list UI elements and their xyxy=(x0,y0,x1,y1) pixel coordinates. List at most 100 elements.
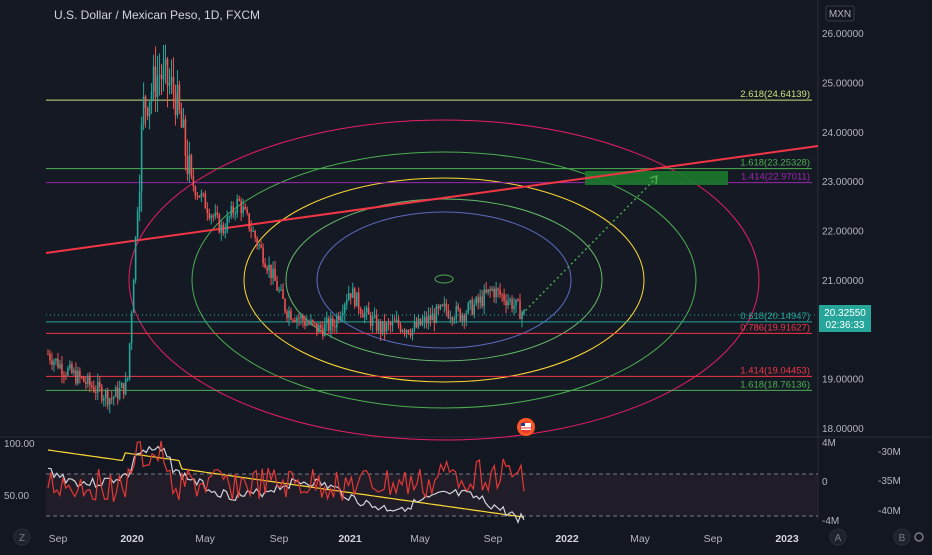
b-button[interactable] xyxy=(893,528,911,546)
candle-body xyxy=(220,224,223,233)
candle-body xyxy=(391,321,394,326)
candle-body xyxy=(517,299,519,301)
candle-body xyxy=(407,330,410,334)
candle-body xyxy=(89,375,91,385)
price-axis-area[interactable] xyxy=(818,0,932,550)
candle-body xyxy=(308,323,310,325)
candle-body xyxy=(351,288,354,299)
ellipse-outer[interactable] xyxy=(128,119,760,441)
candle-body xyxy=(186,155,189,175)
candle-body xyxy=(304,320,306,326)
candle-body xyxy=(375,315,378,331)
candle-body xyxy=(421,320,424,325)
us-flag-icon[interactable] xyxy=(517,418,535,436)
candle-body xyxy=(503,294,505,301)
candle-body xyxy=(262,247,264,264)
candle-body xyxy=(481,296,483,307)
candle-body xyxy=(112,396,115,399)
fib-levels[interactable]: 2.618(24.64139) 1.618(23.25328) 1.414(22.9… xyxy=(46,89,812,391)
candle-body xyxy=(252,231,254,233)
candle-body xyxy=(204,193,207,209)
candle-body xyxy=(214,212,217,217)
auto-scale-button[interactable] xyxy=(829,528,847,546)
candle-body xyxy=(196,195,199,197)
candle-body xyxy=(501,294,503,296)
fib-label: 1.618(23.25328) xyxy=(740,158,810,169)
candle-body xyxy=(202,193,205,195)
candle-body xyxy=(413,322,416,329)
candle-body xyxy=(314,322,316,324)
candle-body xyxy=(190,155,193,177)
candle-body xyxy=(302,315,304,321)
ellipse-yellow[interactable] xyxy=(243,177,645,383)
fib-ellipses[interactable] xyxy=(128,119,760,441)
candle-body xyxy=(379,321,382,334)
candle-body xyxy=(439,304,442,309)
candle-body xyxy=(59,364,61,368)
candle-body xyxy=(511,299,513,309)
candle-body xyxy=(206,208,209,214)
candle-body xyxy=(278,289,280,291)
price-series[interactable] xyxy=(47,44,525,414)
symbol-title[interactable]: U.S. Dollar / Mexican Peso, 1D, FXCM xyxy=(54,8,261,22)
candle-body xyxy=(106,390,109,405)
ellipse-green-1[interactable] xyxy=(191,151,697,409)
candle-body xyxy=(198,195,201,198)
candle-body xyxy=(244,206,246,210)
osc-right-tick-4m: 4M xyxy=(822,438,836,449)
zoom-button[interactable] xyxy=(13,528,31,546)
oscillator-series[interactable] xyxy=(47,440,525,524)
candle-body xyxy=(330,318,332,331)
price-axis[interactable]: 26.00000 25.00000 24.00000 23.00000 22.00000… xyxy=(822,29,864,435)
candle-body xyxy=(136,210,139,237)
gear-icon[interactable] xyxy=(914,532,924,542)
candle-body xyxy=(126,377,129,380)
fib-label: 2.618(24.64139) xyxy=(740,89,810,100)
trend-line[interactable] xyxy=(45,145,819,254)
osc-red-line xyxy=(47,440,525,502)
time-label: May xyxy=(630,533,651,545)
candle-body xyxy=(397,319,400,326)
candle-body xyxy=(77,370,79,384)
projection-arrow[interactable] xyxy=(521,177,657,315)
ellipse-green-2[interactable] xyxy=(285,198,603,362)
candle-body xyxy=(102,398,105,401)
time-axis[interactable]: Sep 2020 May Sep 2021 May Sep 2022 May Sep 2023 xyxy=(49,533,799,545)
fib-label: 0.786(19.91627) xyxy=(740,322,810,333)
candle-body xyxy=(349,293,352,299)
candle-body xyxy=(162,65,165,80)
candle-body xyxy=(93,386,95,392)
candle-body xyxy=(51,360,53,365)
candle-body xyxy=(383,321,386,332)
candle-body xyxy=(395,319,398,322)
candle-body xyxy=(87,375,89,384)
ellipse-center[interactable] xyxy=(434,274,454,284)
candle-body xyxy=(423,317,426,321)
candle-body xyxy=(431,313,434,321)
candle-body xyxy=(451,317,454,321)
candle-body xyxy=(282,289,284,299)
candle-body xyxy=(232,206,235,214)
currency-badge[interactable] xyxy=(825,5,855,22)
candle-body xyxy=(477,297,479,303)
candle-body xyxy=(471,300,474,315)
candle-body xyxy=(182,119,185,128)
candle-body xyxy=(134,236,137,280)
candle-body xyxy=(152,66,155,92)
candle-body xyxy=(515,299,517,306)
osc-tick-50: 50.00 xyxy=(4,491,29,502)
candle-body xyxy=(449,317,452,319)
main-pane[interactable] xyxy=(0,0,818,435)
candle-body xyxy=(156,75,159,98)
ellipse-inner[interactable] xyxy=(316,211,572,349)
candle-body xyxy=(280,289,282,291)
candle-body xyxy=(373,315,376,317)
candle-body xyxy=(467,303,470,314)
candle-body xyxy=(164,58,167,66)
candle-body xyxy=(469,300,472,304)
candle-body xyxy=(367,307,370,315)
time-axis-area[interactable] xyxy=(0,524,932,550)
candle-body xyxy=(47,353,49,355)
